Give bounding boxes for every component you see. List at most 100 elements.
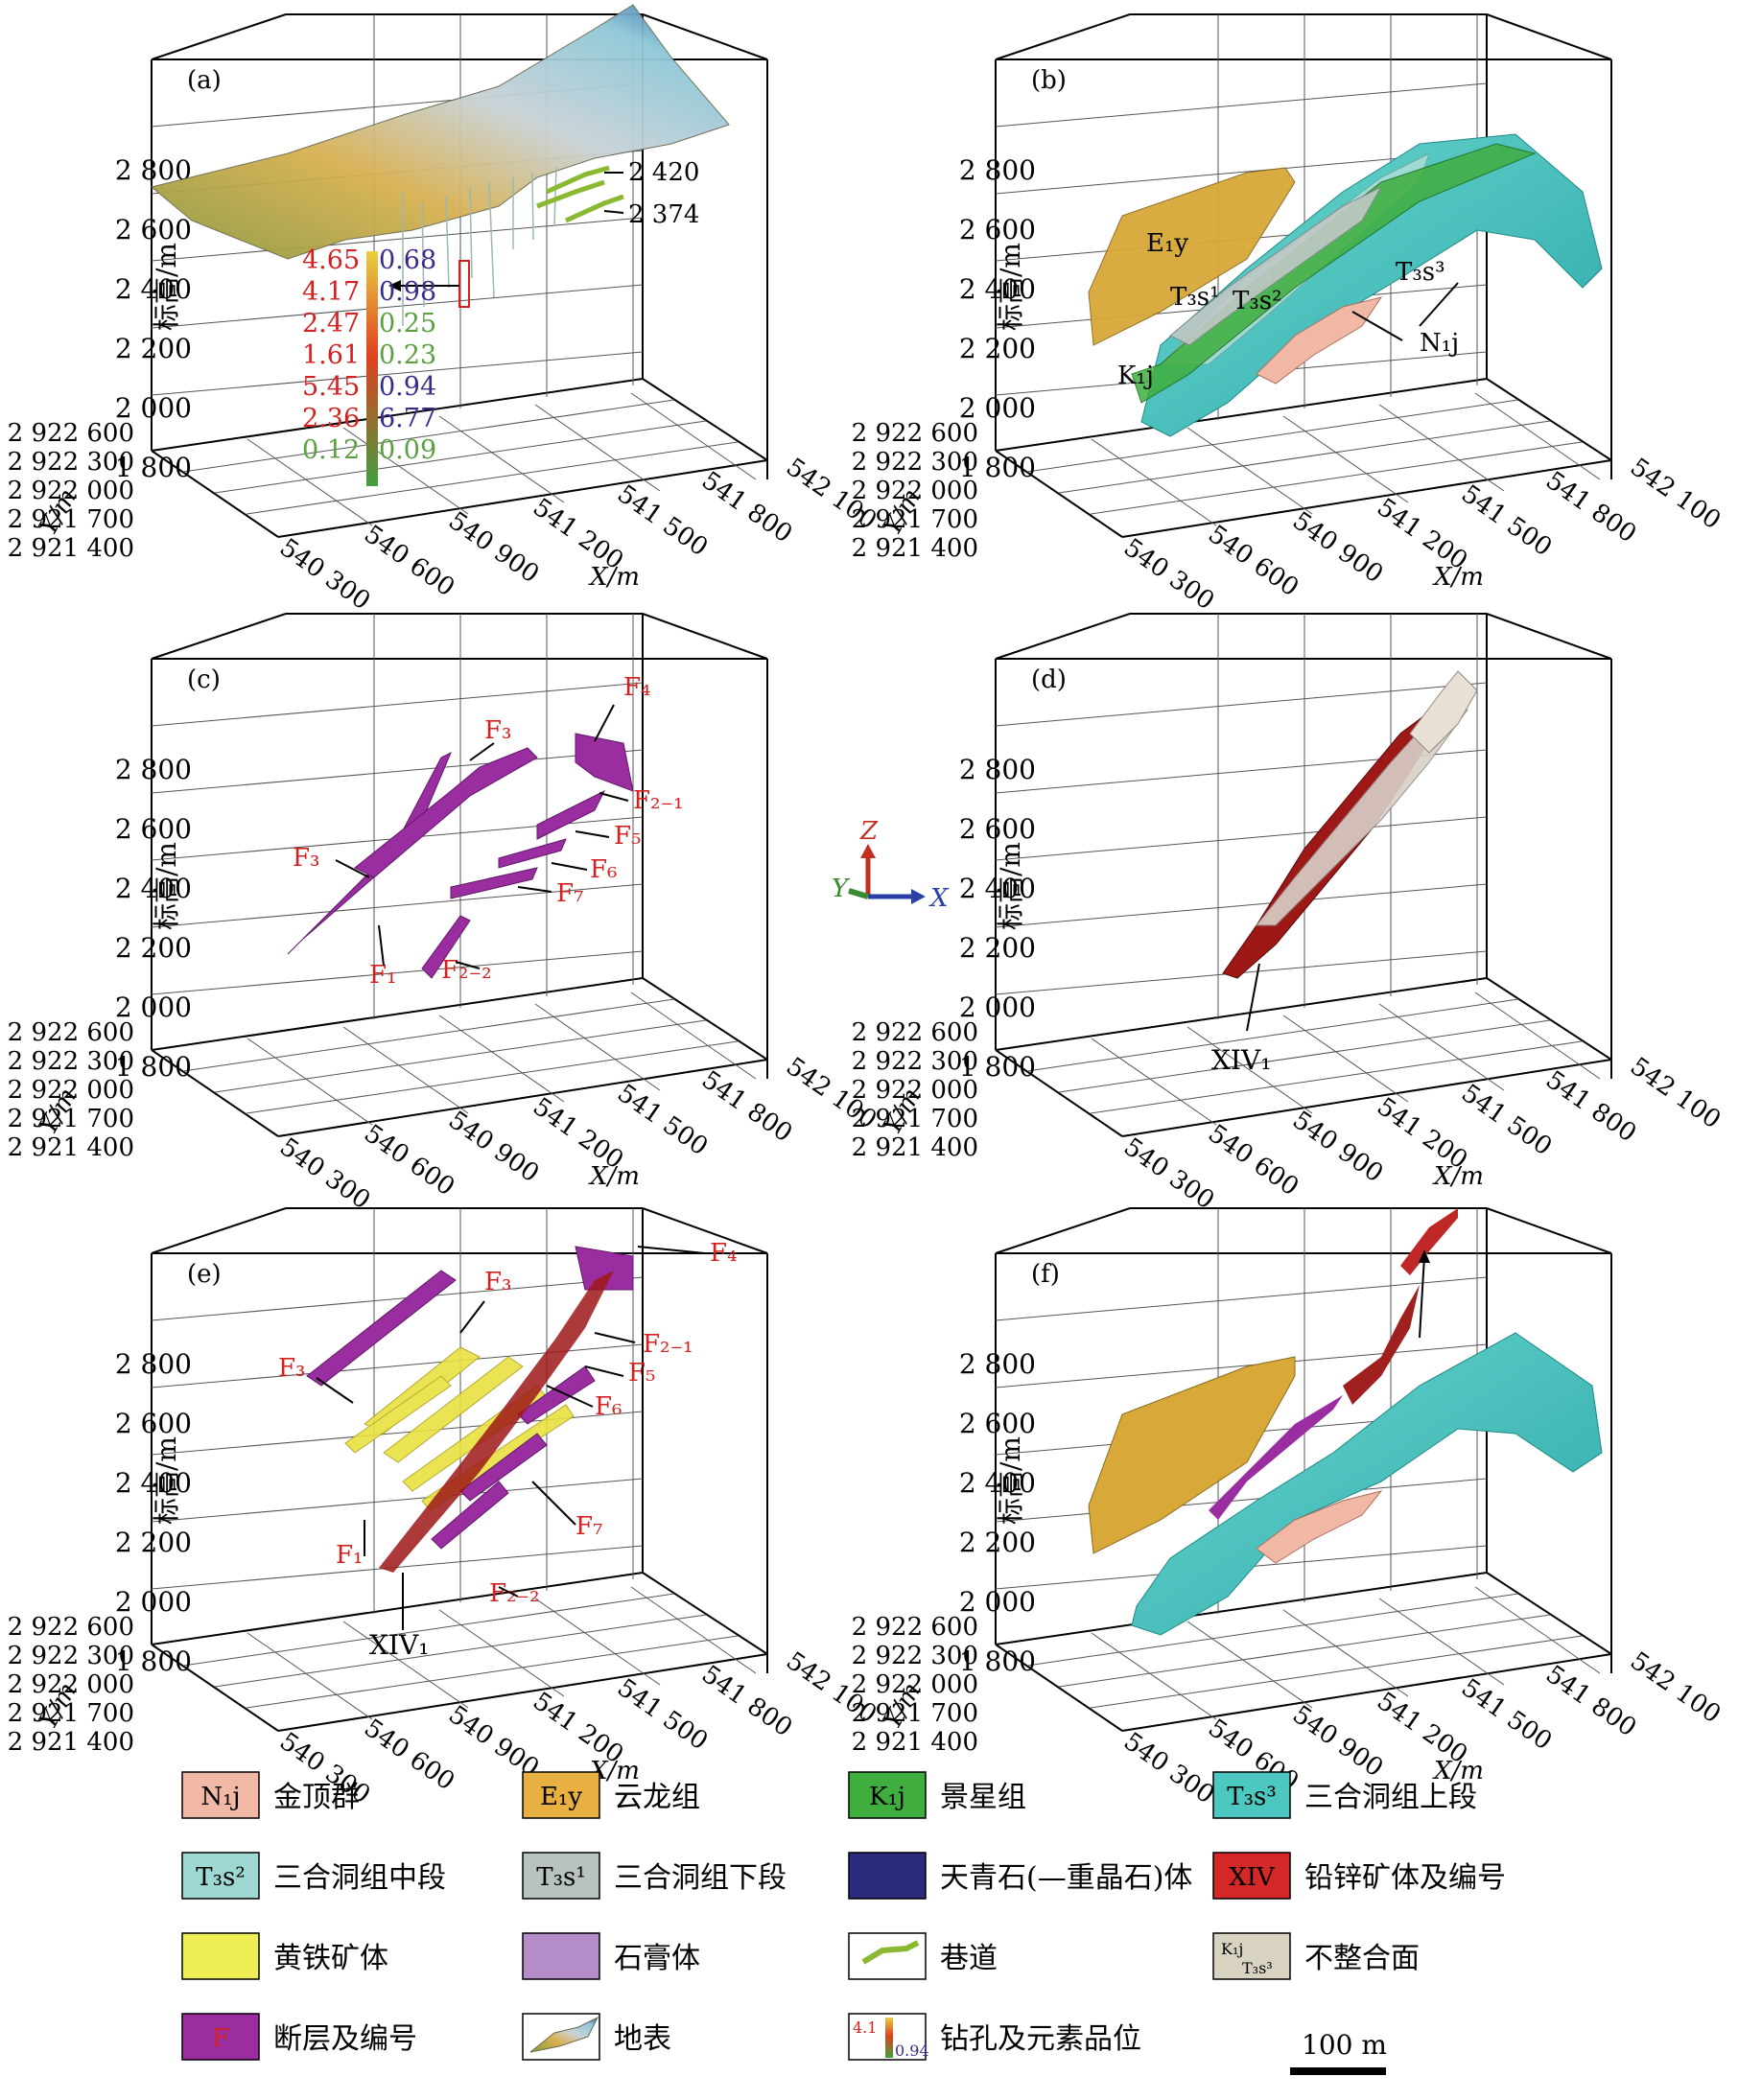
y-tick-label: 2 921 400 (8, 534, 134, 563)
fault-arrow (594, 1332, 636, 1343)
z-tick-label: 2 600 (115, 813, 192, 845)
frame-edge (995, 613, 1131, 660)
frame-edge (642, 1207, 768, 1254)
terrain-surface (150, 4, 730, 260)
frame-edge (642, 378, 768, 461)
grid-line (1058, 1019, 1551, 1093)
fault-arrow (551, 862, 588, 871)
z-tick-label: 2 200 (115, 1527, 192, 1558)
legend-text: 天青石(—重晶石)体 (940, 1861, 1192, 1895)
grade-value: 6.77 (379, 404, 436, 433)
x-tick-label: 541 800 (696, 1660, 797, 1742)
y-tick-label: 2 922 000 (852, 477, 978, 505)
grade-value: 2.47 (302, 309, 360, 338)
fault-label: F₃ (484, 1268, 511, 1296)
y-tick-label: 2 922 000 (8, 477, 134, 505)
unit-label: E₁y (1146, 229, 1188, 258)
frame-edge (151, 977, 644, 1051)
panel-b: (b) 2 800 2 600 2 400 2 200 2 000 1 800 标高/m 2 9… (852, 13, 1726, 616)
z-tick-label: 2 800 (115, 754, 192, 785)
grid-line (1378, 1598, 1505, 1686)
surface-icon (529, 2016, 599, 2053)
y-tick-label: 2 922 600 (8, 1613, 134, 1642)
grid-line (1091, 1038, 1217, 1126)
drill-highlight-box (458, 260, 470, 308)
legend-swatch (1212, 1771, 1291, 1819)
legend-swatch (1212, 1932, 1291, 1980)
frame-edge (642, 1572, 768, 1655)
grade-value: 4.65 (302, 245, 360, 275)
x-tick-label: 540 900 (1287, 1700, 1388, 1783)
fault-arrow (335, 859, 370, 878)
z-tick-label: 2 400 (959, 273, 1036, 305)
grid-line (1378, 1003, 1505, 1091)
unit-T3s1 (1169, 185, 1383, 346)
fault-label: F₁ (336, 1541, 363, 1570)
orebody-top (1409, 670, 1478, 754)
z-tick-label: 2 400 (115, 273, 192, 305)
x-tick-label: 541 800 (696, 1065, 797, 1148)
x-tick-label: 541 800 (1540, 1065, 1641, 1148)
orebody-XIV1-shadow (1255, 709, 1468, 926)
ore-arrow (1419, 1255, 1425, 1339)
fault-label: F₅ (628, 1359, 655, 1388)
legend-text: 金顶群 (273, 1781, 360, 1814)
z-tick-label: 2 600 (115, 1408, 192, 1439)
y-tick-label: 2 922 600 (852, 419, 978, 448)
legend-text: 断层及编号 (273, 2022, 417, 2056)
fault-arrow (599, 792, 629, 802)
frame-edge (151, 13, 287, 60)
y-tick-label: 2 921 400 (8, 1133, 134, 1162)
z-tick-label: 2 000 (959, 992, 1036, 1023)
grid-line (630, 1586, 757, 1674)
z-tick-label: 1 800 (959, 1645, 1036, 1677)
legend-symbol: K₁j (1221, 1940, 1243, 1958)
legend-text: 不整合面 (1304, 1942, 1420, 1975)
tunnel-icon (861, 1940, 920, 1965)
z-tick-label: 2 000 (115, 1586, 192, 1618)
z-tick-label: 1 800 (959, 1051, 1036, 1083)
unit-label: T₃s³ (1396, 258, 1445, 287)
grid-line (151, 682, 644, 727)
unit-label: N₁j (1420, 329, 1459, 358)
fault-label: F₅ (614, 822, 641, 851)
orebody-XIV1 (1343, 1285, 1420, 1405)
y-tick-label: 2 922 300 (852, 448, 978, 477)
frame-edge (1486, 13, 1612, 60)
legend-swatch (181, 2013, 260, 2061)
legend-text: 铅锌矿体及编号 (1304, 1861, 1506, 1895)
fault-label: F₂₋₁ (633, 786, 684, 815)
frame-edge (1486, 378, 1612, 461)
frame-edge (151, 378, 644, 452)
z-tick-label: 2 400 (115, 1467, 192, 1499)
y-tick-label: 2 921 700 (8, 1105, 134, 1133)
y-tick-label: 2 921 700 (8, 505, 134, 534)
x-axis-label: X/m (588, 1162, 640, 1191)
legend-text: 三合洞组下段 (614, 1861, 787, 1895)
x-axis-label: X/m (588, 563, 640, 592)
orebody-XIV1 (379, 1271, 614, 1573)
z-axis-label: Z (859, 817, 879, 846)
frame-edge (1121, 459, 1612, 538)
grid-line (995, 1478, 1488, 1523)
fault-label: F₂₋₁ (643, 1330, 693, 1359)
x-tick-label: 540 600 (359, 520, 459, 602)
grade-value: 0.68 (379, 245, 436, 275)
grid-line (246, 1040, 739, 1114)
panel-e: (e) 2 800 2 600 2 400 2 200 2 000 1 800 标高/m 2 9… (8, 1207, 881, 1809)
fault-label: F₃ (293, 844, 319, 873)
grid-line (995, 816, 1488, 861)
tunnel-label-2374: 2 374 (628, 200, 699, 229)
fault-arrow (584, 1365, 624, 1377)
grid-line (1282, 415, 1409, 503)
fault-surfaces (287, 733, 634, 979)
legend-text: 景星组 (940, 1781, 1026, 1814)
grid-line (1090, 1635, 1583, 1709)
grid-line (151, 883, 644, 928)
z-axis-label: 标高/m (151, 842, 182, 930)
frame-edge (1121, 1059, 1612, 1137)
unit-label: T₃s¹ (1170, 283, 1220, 312)
legend-text: 巷道 (940, 1942, 998, 1975)
grid-line (182, 998, 675, 1072)
ore-arrow-head (1419, 1249, 1430, 1263)
